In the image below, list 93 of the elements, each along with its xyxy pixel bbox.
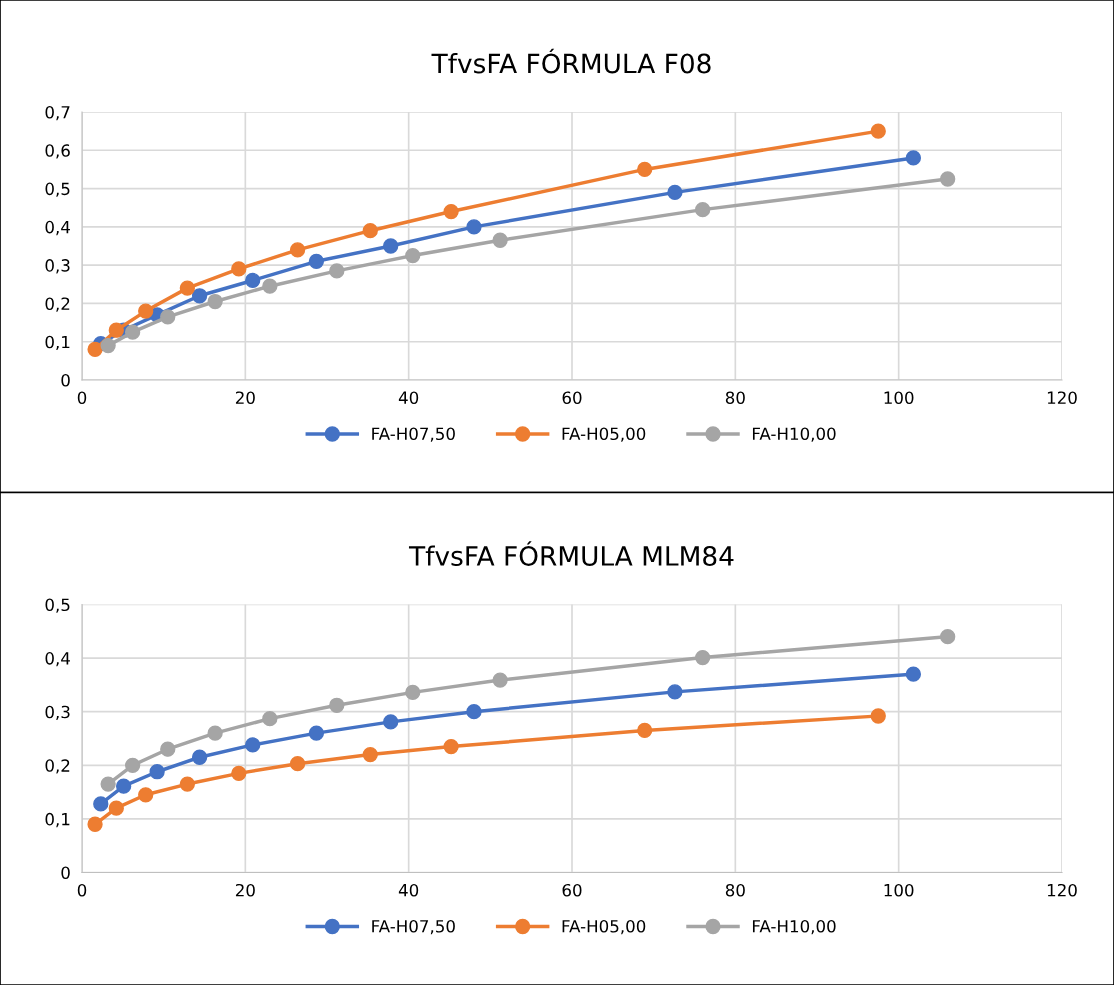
point — [231, 261, 247, 277]
point — [362, 746, 378, 763]
point — [93, 796, 109, 812]
legend-label: FA-H07,50 — [372, 427, 455, 442]
point — [329, 697, 345, 713]
y-tick-label: 0,3 — [45, 705, 70, 720]
point — [362, 223, 378, 239]
point — [100, 337, 116, 354]
y-tick-label: 0,5 — [45, 598, 70, 613]
point — [695, 201, 711, 218]
point — [383, 714, 399, 730]
point — [108, 800, 124, 816]
point — [443, 203, 459, 220]
x-tick-label: 20 — [235, 391, 255, 405]
x-tick-label: 40 — [398, 883, 419, 897]
point — [160, 309, 176, 325]
legend-label: FA-H10,00 — [752, 427, 836, 442]
y-tick-label: 0,5 — [45, 182, 70, 197]
point — [443, 738, 459, 755]
point — [405, 247, 421, 264]
y-tick-label: 0,4 — [45, 220, 70, 236]
point — [492, 672, 508, 688]
point — [245, 737, 261, 753]
point — [160, 741, 176, 757]
x-tick-label: 80 — [725, 883, 745, 897]
x-tick-label: 60 — [562, 391, 582, 405]
y-tick-label: 0 — [61, 866, 70, 880]
point — [124, 757, 141, 773]
point — [940, 629, 956, 645]
x-tick-label: 100 — [884, 883, 914, 897]
point — [191, 749, 208, 765]
x-tick-label: 120 — [1047, 883, 1077, 897]
y-tick-label: 0 — [61, 373, 70, 387]
x-tick-label: 20 — [235, 883, 255, 897]
point — [905, 666, 922, 682]
point — [207, 293, 223, 310]
point — [87, 816, 103, 832]
point — [637, 161, 653, 178]
y-tick-label: 0,1 — [45, 812, 70, 828]
point — [383, 238, 399, 254]
point — [870, 123, 886, 139]
point — [207, 725, 223, 741]
point — [329, 263, 345, 279]
legend-label: FA-H07,50 — [372, 919, 455, 935]
point — [405, 684, 421, 701]
point — [308, 725, 325, 741]
point — [245, 272, 261, 289]
point — [695, 649, 711, 666]
y-tick-label: 0,3 — [45, 259, 70, 274]
x-tick-label: 80 — [725, 391, 745, 405]
point — [87, 341, 103, 358]
point — [138, 787, 154, 803]
point — [124, 324, 141, 340]
point — [667, 684, 683, 700]
y-tick-label: 0,7 — [45, 105, 70, 121]
y-tick-label: 0,1 — [45, 335, 70, 350]
x-tick-label: 0 — [77, 883, 87, 897]
point — [667, 184, 683, 201]
point — [231, 765, 247, 781]
point — [108, 322, 124, 338]
point — [100, 776, 116, 792]
point — [138, 303, 154, 319]
x-tick-label: 40 — [398, 391, 419, 405]
point — [262, 711, 278, 727]
x-tick-label: 100 — [884, 391, 914, 405]
point — [492, 232, 508, 248]
legend-label: FA-H10,00 — [752, 919, 836, 935]
point — [289, 242, 306, 258]
point — [637, 722, 653, 739]
legend-label: FA-H05,00 — [562, 427, 646, 442]
point — [289, 756, 306, 772]
point — [870, 708, 886, 724]
point — [466, 704, 482, 720]
point — [262, 278, 278, 294]
x-tick-label: 0 — [77, 391, 87, 405]
x-tick-label: 60 — [562, 883, 582, 897]
y-tick-label: 0,2 — [45, 297, 70, 312]
legend-label: FA-H05,00 — [562, 919, 646, 935]
point — [149, 764, 165, 780]
chart-title: TfvsFA FÓRMULA MLM84 — [408, 541, 734, 566]
point — [179, 776, 195, 792]
y-tick-label: 0,4 — [45, 652, 70, 667]
point — [466, 219, 482, 235]
y-tick-label: 0,2 — [45, 759, 70, 774]
x-tick-label: 120 — [1047, 391, 1077, 405]
point — [179, 280, 195, 296]
point — [116, 778, 132, 794]
chart-title: TfvsFA FÓRMULA F08 — [431, 48, 711, 74]
point — [905, 150, 922, 166]
y-tick-label: 0,6 — [45, 144, 70, 159]
point — [308, 253, 325, 269]
point — [191, 288, 208, 304]
point — [940, 171, 956, 187]
